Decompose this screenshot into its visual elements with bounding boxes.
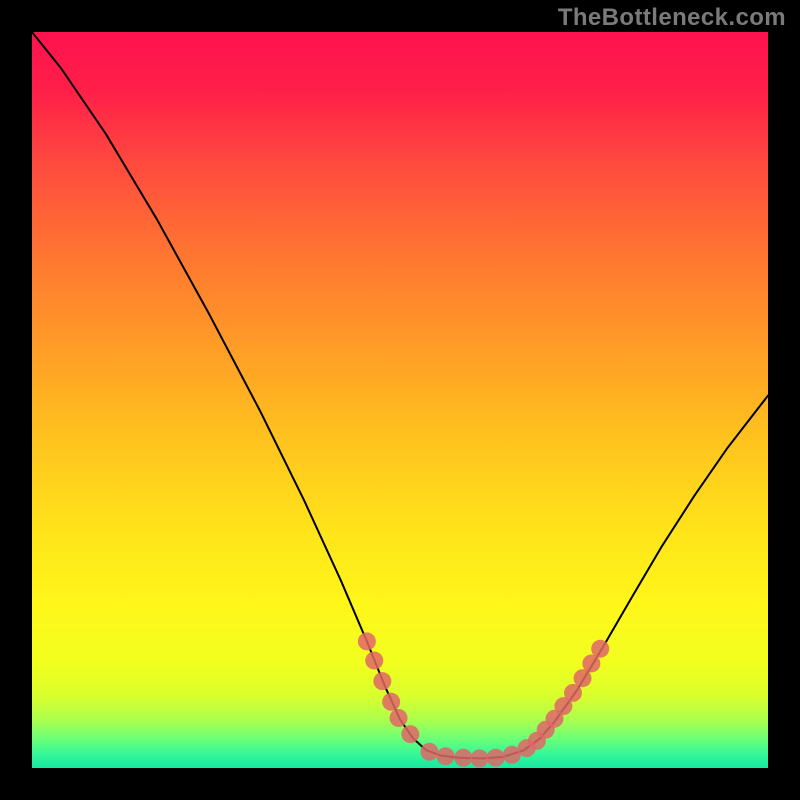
marker-point <box>470 749 488 767</box>
marker-point <box>358 632 376 650</box>
marker-point <box>373 672 391 690</box>
marker-point <box>365 652 383 670</box>
plot-area <box>32 32 768 768</box>
marker-point <box>401 725 419 743</box>
chart-svg <box>32 32 768 768</box>
marker-point <box>420 743 438 761</box>
marker-point <box>382 693 400 711</box>
gradient-background <box>32 32 768 768</box>
marker-point <box>454 749 472 767</box>
marker-point <box>437 747 455 765</box>
watermark-text: TheBottleneck.com <box>558 4 786 32</box>
marker-point <box>487 749 505 767</box>
marker-point <box>564 684 582 702</box>
marker-point <box>390 709 408 727</box>
chart-stage: TheBottleneck.com <box>0 0 800 800</box>
marker-point <box>591 640 609 658</box>
